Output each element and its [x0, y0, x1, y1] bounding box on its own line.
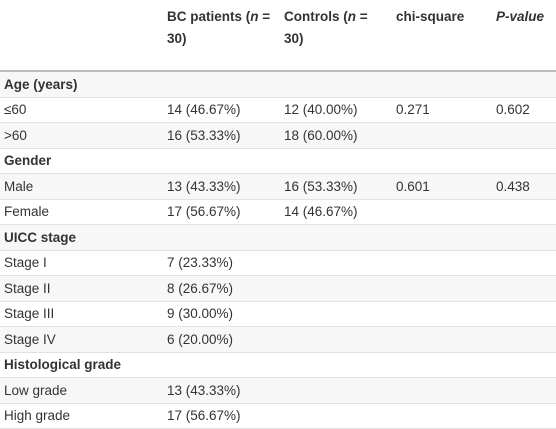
section-label: UICC stage: [0, 224, 556, 251]
table-header: BC patients (n = 30) Controls (n = 30) c…: [0, 0, 556, 72]
table-cell: [492, 301, 556, 327]
header-cell: Controls (n = 30): [280, 0, 392, 72]
table-cell: [492, 199, 556, 225]
table-cell: [392, 301, 492, 327]
row-label: Female: [0, 199, 163, 225]
table-cell: [392, 250, 492, 276]
table-row: Female 17 (56.67%) 14 (46.67%): [0, 199, 556, 225]
table-cell: 6 (20.00%): [163, 326, 280, 353]
header-text: n: [347, 9, 356, 24]
row-label: Stage III: [0, 301, 163, 327]
table-cell: 8 (26.67%): [163, 275, 280, 302]
table-body: Age (years) ≤60 14 (46.67%) 12 (40.00%) 0.27…: [0, 71, 556, 429]
section-label: Histological grade: [0, 352, 556, 378]
table-cell: 0.602: [492, 97, 556, 123]
table-cell: [280, 403, 392, 429]
table-row: Stage II 8 (26.67%): [0, 275, 556, 302]
table-row: Low grade 13 (43.33%): [0, 377, 556, 404]
row-label: Stage I: [0, 250, 163, 276]
table-cell: 7 (23.33%): [163, 250, 280, 276]
table-cell: [492, 326, 556, 353]
table-cell: 16 (53.33%): [280, 173, 392, 200]
table-row: Gender: [0, 148, 556, 174]
row-label: Stage II: [0, 275, 163, 302]
header-cell: P-value: [492, 0, 556, 72]
table-cell: 16 (53.33%): [163, 122, 280, 149]
table-row: Age (years): [0, 71, 556, 98]
header-row: BC patients (n = 30) Controls (n = 30) c…: [0, 0, 556, 72]
table-cell: [492, 377, 556, 404]
table-cell: [492, 403, 556, 429]
table-row: Male 13 (43.33%) 16 (53.33%) 0.601 0.438: [0, 173, 556, 200]
table-cell: [492, 275, 556, 302]
table-cell: 17 (56.67%): [163, 199, 280, 225]
section-label: Age (years): [0, 71, 556, 98]
table-cell: 0.438: [492, 173, 556, 200]
table-cell: [392, 326, 492, 353]
table-cell: [392, 122, 492, 149]
table-cell: 17 (56.67%): [163, 403, 280, 429]
row-label: Low grade: [0, 377, 163, 404]
table-cell: [280, 275, 392, 302]
table-cell: 9 (30.00%): [163, 301, 280, 327]
table-cell: [392, 199, 492, 225]
table-cell: 0.601: [392, 173, 492, 200]
row-label: ≤60: [0, 97, 163, 123]
section-label: Gender: [0, 148, 556, 174]
table-cell: [392, 275, 492, 302]
header-text: BC patients (: [167, 9, 251, 24]
table-row: >60 16 (53.33%) 18 (60.00%): [0, 122, 556, 149]
header-text: Controls (: [284, 9, 348, 24]
table-row: Histological grade: [0, 352, 556, 378]
table-cell: 13 (43.33%): [163, 173, 280, 200]
table-row: Stage IV 6 (20.00%): [0, 326, 556, 353]
table-cell: 13 (43.33%): [163, 377, 280, 404]
table-cell: [280, 326, 392, 353]
header-text: n: [250, 9, 259, 24]
table-cell: 12 (40.00%): [280, 97, 392, 123]
header-text: = 30): [284, 9, 368, 46]
table-cell: 14 (46.67%): [280, 199, 392, 225]
row-label: High grade: [0, 403, 163, 429]
row-label: >60: [0, 122, 163, 149]
table-cell: [492, 250, 556, 276]
row-label: Male: [0, 173, 163, 200]
table-cell: [280, 250, 392, 276]
table-cell: 0.271: [392, 97, 492, 123]
header-text: P-value: [496, 9, 545, 24]
table-row: High grade 17 (56.67%): [0, 403, 556, 429]
row-label: Stage IV: [0, 326, 163, 353]
table-cell: [392, 403, 492, 429]
table-row: ≤60 14 (46.67%) 12 (40.00%) 0.271 0.602: [0, 97, 556, 123]
header-cell: [0, 0, 163, 72]
table-cell: 18 (60.00%): [280, 122, 392, 149]
table-cell: 14 (46.67%): [163, 97, 280, 123]
header-text: = 30): [167, 9, 271, 46]
table-cell: [492, 122, 556, 149]
table-row: UICC stage: [0, 224, 556, 251]
header-cell: BC patients (n = 30): [163, 0, 280, 72]
table-cell: [280, 377, 392, 404]
table-cell: [392, 377, 492, 404]
header-text: chi-square: [396, 9, 465, 24]
table-row: Stage III 9 (30.00%): [0, 301, 556, 327]
header-cell: chi-square: [392, 0, 492, 72]
table-cell: [280, 301, 392, 327]
